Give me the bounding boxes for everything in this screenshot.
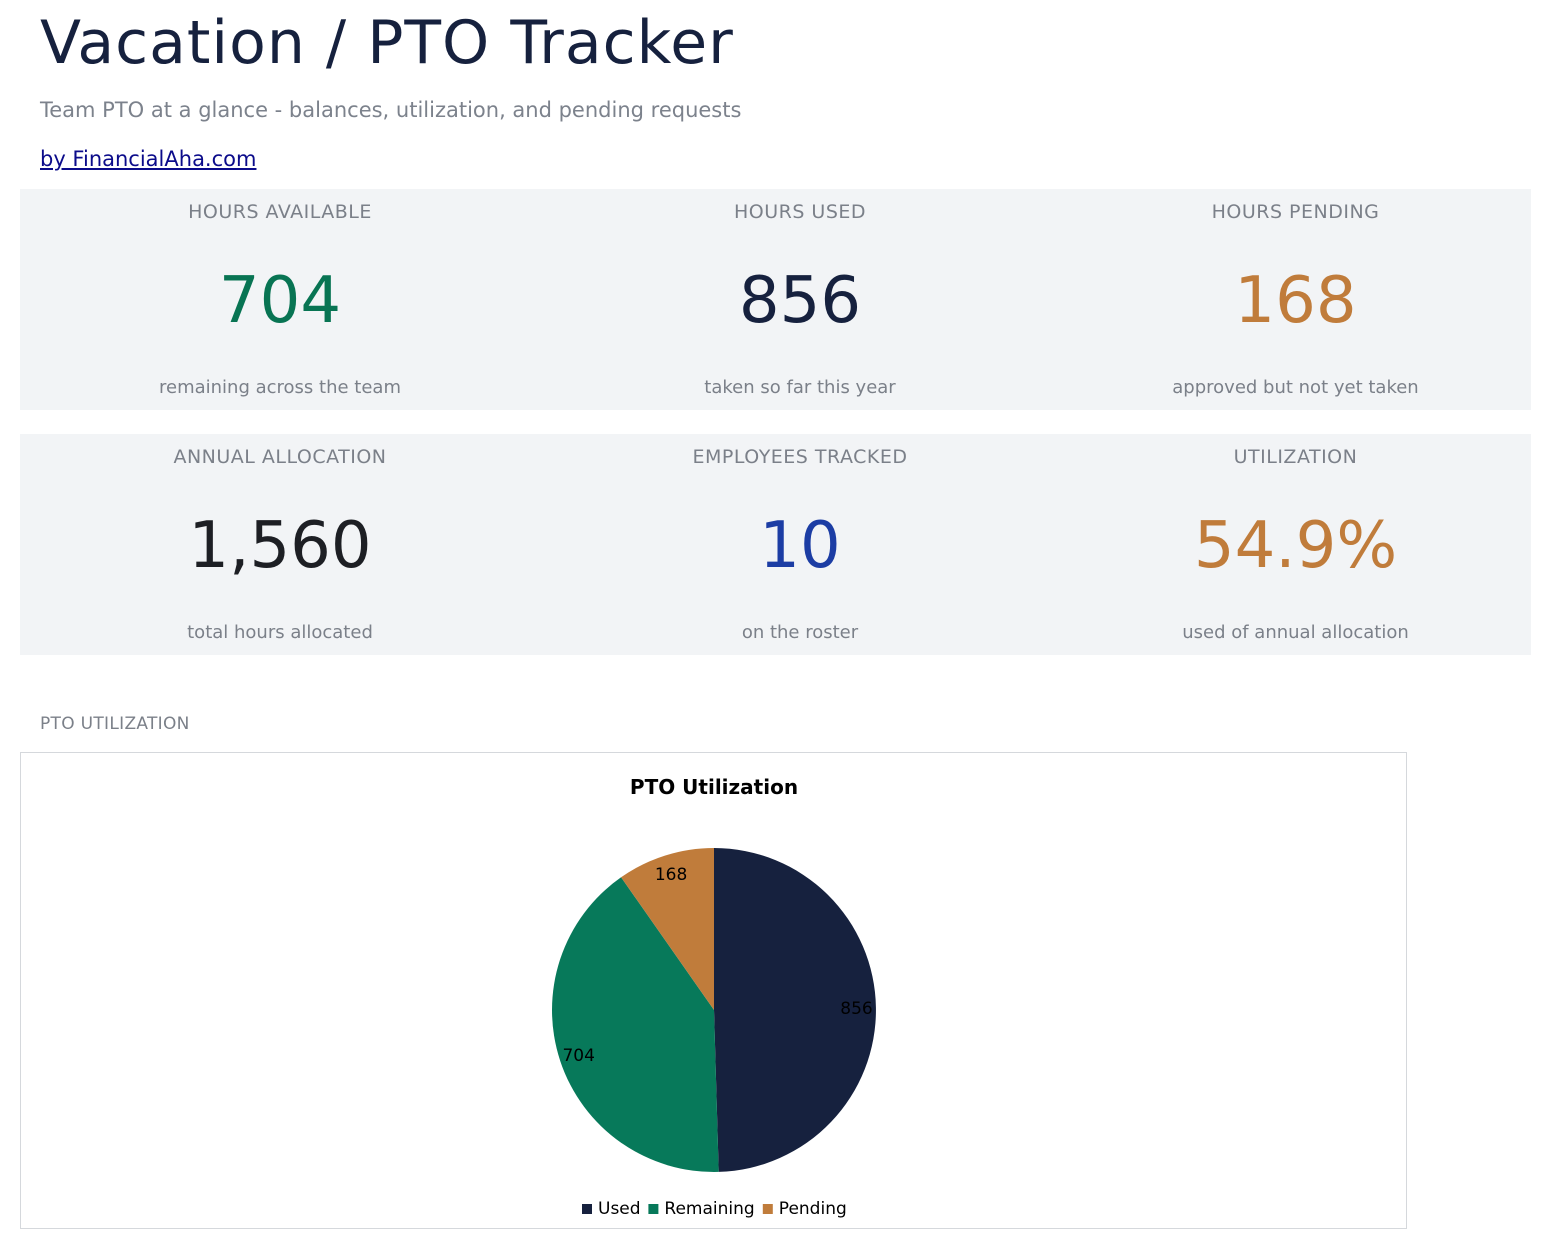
pie-slice-remaining bbox=[552, 877, 719, 1172]
kpi-value: 54.9% bbox=[1193, 509, 1398, 583]
kpi-label: HOURS PENDING bbox=[1211, 201, 1380, 223]
kpi-label: HOURS AVAILABLE bbox=[188, 201, 372, 223]
kpi-label: HOURS USED bbox=[733, 201, 867, 223]
legend-swatch-pending bbox=[762, 1204, 773, 1214]
byline-link[interactable]: by FinancialAha.com bbox=[40, 147, 257, 171]
pie-chart: PTO Utilization 856 704 168 Used Remaining P… bbox=[552, 775, 876, 1219]
kpi-note: taken so far this year bbox=[704, 377, 896, 398]
legend-swatch-used bbox=[582, 1204, 592, 1214]
kpi-card-annual-allocation: ANNUAL ALLOCATION 1,560 total hours allo… bbox=[20, 434, 540, 655]
kpi-row-1: HOURS AVAILABLE 704 remaining across the… bbox=[20, 189, 1531, 410]
legend-label-pending: Pending bbox=[779, 1199, 847, 1219]
kpi-label: UTILIZATION bbox=[1233, 446, 1358, 468]
section-label: PTO UTILIZATION bbox=[40, 714, 190, 734]
kpi-card-employees-tracked: EMPLOYEES TRACKED 10 on the roster bbox=[540, 434, 1060, 655]
kpi-note: total hours allocated bbox=[187, 622, 373, 643]
kpi-label: ANNUAL ALLOCATION bbox=[173, 446, 387, 468]
kpi-value: 1,560 bbox=[188, 509, 372, 583]
legend-label-remaining: Remaining bbox=[664, 1199, 754, 1219]
kpi-note: remaining across the team bbox=[159, 377, 401, 398]
kpi-value: 10 bbox=[759, 509, 841, 583]
kpi-card-hours-pending: HOURS PENDING 168 approved but not yet t… bbox=[1060, 189, 1531, 410]
kpi-value: 856 bbox=[738, 264, 862, 338]
kpi-label: EMPLOYEES TRACKED bbox=[692, 446, 908, 468]
kpi-note: approved but not yet taken bbox=[1172, 377, 1419, 398]
pie-data-label: 168 bbox=[655, 865, 687, 885]
chart-title: PTO Utilization bbox=[630, 775, 798, 799]
kpi-note: on the roster bbox=[741, 622, 859, 643]
pie-data-labels: 856 704 168 bbox=[562, 865, 872, 1066]
pie-slice-pending bbox=[621, 848, 714, 1010]
kpi-value: 168 bbox=[1234, 264, 1357, 338]
chart-container: PTO Utilization 856 704 168 Used Remaining P… bbox=[20, 752, 1407, 1229]
kpi-card-hours-used: HOURS USED 856 taken so far this year bbox=[540, 189, 1060, 410]
legend-swatch-remaining bbox=[648, 1204, 659, 1214]
kpi-value: 704 bbox=[218, 264, 342, 338]
kpi-note: used of annual allocation bbox=[1182, 622, 1409, 643]
page-subtitle: Team PTO at a glance - balances, utiliza… bbox=[40, 98, 742, 122]
kpi-card-utilization: UTILIZATION 54.9% used of annual allocat… bbox=[1060, 434, 1531, 655]
pie-slice-used bbox=[714, 848, 876, 1172]
pie-slices bbox=[552, 848, 876, 1172]
legend-label-used: Used bbox=[598, 1199, 641, 1219]
kpi-row-2: ANNUAL ALLOCATION 1,560 total hours allo… bbox=[20, 434, 1531, 655]
kpi-card-hours-available: HOURS AVAILABLE 704 remaining across the… bbox=[20, 189, 540, 410]
pie-data-label: 856 bbox=[840, 999, 872, 1019]
page-title: Vacation / PTO Tracker bbox=[40, 8, 734, 78]
chart-legend: Used Remaining Pending bbox=[582, 1199, 847, 1219]
pie-data-label: 704 bbox=[562, 1046, 594, 1066]
